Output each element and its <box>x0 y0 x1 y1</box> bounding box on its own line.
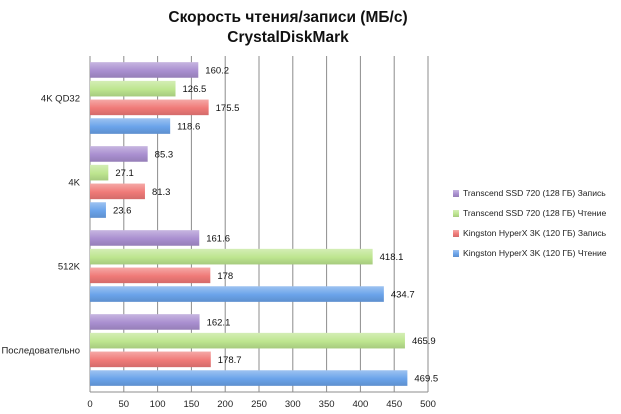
category-label: Последовательно <box>1 346 80 357</box>
bar <box>90 286 384 302</box>
category-label: 4K <box>68 178 80 189</box>
legend-swatch <box>453 190 459 197</box>
data-label: 23.6 <box>113 206 132 217</box>
x-tick-label: 150 <box>183 399 199 410</box>
bar <box>90 351 211 368</box>
bar <box>90 248 373 265</box>
category-label: 4K QD32 <box>41 94 80 105</box>
bar <box>90 314 200 330</box>
bar <box>90 332 405 349</box>
bar <box>90 99 209 116</box>
x-tick-label: 50 <box>119 399 130 410</box>
bar <box>90 202 106 218</box>
chart-title-line-2: CrystalDiskMark <box>227 29 349 46</box>
data-label: 175.5 <box>216 103 240 114</box>
x-tick-label: 500 <box>420 399 436 410</box>
data-label: 160.2 <box>205 65 229 76</box>
legend-label: Kingston HyperX 3K (120 ГБ) Чтение <box>463 248 607 258</box>
x-tick-label: 250 <box>251 399 267 410</box>
x-tick-label: 350 <box>319 399 335 410</box>
legend-label: Transcend SSD 720 (128 ГБ) Чтение <box>463 208 606 218</box>
data-label: 469.5 <box>414 374 438 385</box>
bar <box>90 62 199 78</box>
data-label: 85.3 <box>155 149 174 160</box>
data-label: 178 <box>217 271 233 282</box>
bar <box>90 370 408 386</box>
data-label: 27.1 <box>115 168 134 179</box>
legend: Transcend SSD 720 (128 ГБ) Запись Transce… <box>453 188 607 258</box>
data-label: 178.7 <box>218 355 242 366</box>
legend-label: Kingston HyperX 3K (120 ГБ) Запись <box>463 228 607 238</box>
data-label: 161.6 <box>206 233 230 244</box>
bar <box>90 267 211 284</box>
bar <box>90 164 109 181</box>
x-tick-label: 0 <box>87 399 92 410</box>
data-label: 118.6 <box>177 122 200 133</box>
bar <box>90 146 148 162</box>
data-label: 162.1 <box>207 317 231 328</box>
legend-swatch <box>453 230 459 237</box>
x-tick-label: 300 <box>285 399 301 410</box>
x-tick-label: 400 <box>352 399 368 410</box>
x-tick-label: 450 <box>386 399 402 410</box>
legend-label: Transcend SSD 720 (128 ГБ) Запись <box>463 188 606 198</box>
chart-title-line-1: Скорость чтения/записи (МБ/с) <box>168 9 407 26</box>
x-tick-label: 100 <box>150 399 166 410</box>
bar <box>90 183 145 200</box>
data-label: 81.3 <box>152 187 171 198</box>
data-label: 418.1 <box>380 252 404 263</box>
legend-swatch <box>453 250 459 257</box>
bar <box>90 118 171 134</box>
bar <box>90 230 200 246</box>
data-label: 126.5 <box>183 84 207 95</box>
category-label: 512K <box>58 262 81 273</box>
plot-area: 0 50 100 150 200 250 300 350 400 450 500 4K QD32 160… <box>1 56 438 410</box>
x-tick-label: 200 <box>217 399 233 410</box>
data-label: 434.7 <box>391 290 415 301</box>
data-label: 465.9 <box>412 336 436 347</box>
legend-swatch <box>453 210 459 217</box>
bar <box>90 80 176 97</box>
